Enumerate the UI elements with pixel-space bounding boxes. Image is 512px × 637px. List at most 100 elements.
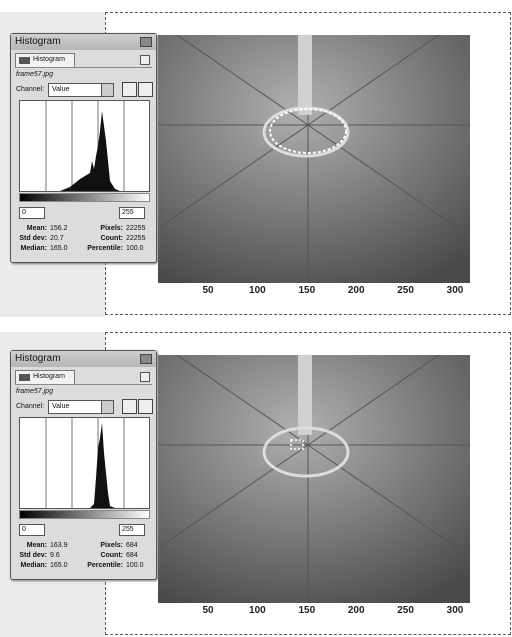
channel-select[interactable]: Value: [48, 83, 114, 97]
channel-value: Value: [52, 403, 70, 410]
stat-label: Median:: [20, 245, 47, 252]
panel: 50 100 150 200 250 300 Histogram Histogram frame…: [0, 12, 512, 317]
dialog-title: Histogram: [15, 353, 61, 364]
probe: [298, 355, 312, 435]
stat-value: 22255: [126, 225, 146, 232]
dropdown-arrow: [101, 401, 113, 413]
photo-bg: [158, 35, 470, 283]
stat-label: Mean:: [26, 542, 47, 549]
stat: Median: 165.0: [19, 562, 81, 569]
menu-button[interactable]: [140, 372, 150, 382]
histogram-box: [19, 417, 150, 509]
tab-row: Histogram: [15, 370, 152, 385]
stat-value: 684: [126, 552, 138, 559]
stat-value: 22255: [126, 235, 146, 242]
log-button[interactable]: [138, 82, 153, 97]
stat-value: 100.0: [126, 245, 144, 252]
radial-line: [307, 35, 440, 126]
panel: 50 100 150 200 250 300 Histogram Histogram frame…: [0, 332, 512, 637]
stat: Mean: 156.2: [19, 225, 81, 232]
stat-label: Count:: [100, 552, 123, 559]
image-name: frame57.jpg: [16, 71, 53, 78]
menu-button[interactable]: [140, 55, 150, 65]
radial-line: [176, 355, 309, 446]
photo: [158, 355, 470, 603]
linear-button[interactable]: [122, 82, 137, 97]
selection: [290, 439, 304, 450]
range-high[interactable]: 255: [119, 207, 145, 219]
stat: Count: 22255: [85, 235, 147, 242]
radial-line: [307, 444, 470, 557]
probe: [298, 35, 312, 115]
radial-line: [158, 124, 309, 229]
stat-value: 20.7: [50, 235, 64, 242]
dialog-title: Histogram: [15, 36, 61, 47]
stat: Std dev: 9.6: [19, 552, 81, 559]
channel-label: Channel:: [16, 86, 45, 93]
histogram-box: [19, 100, 150, 192]
radial-line: [307, 355, 440, 446]
stat-label: Median:: [20, 562, 47, 569]
stat: Pixels: 684: [85, 542, 147, 549]
ring: [262, 426, 350, 478]
stat-label: Count:: [100, 235, 123, 242]
axis-tick-label: 100: [249, 285, 266, 296]
range-high-value: 255: [122, 209, 134, 216]
stat-value: 165.0: [50, 245, 68, 252]
range-low[interactable]: 0: [19, 524, 45, 536]
stat: Std dev: 20.7: [19, 235, 81, 242]
channel-value: Value: [52, 86, 70, 93]
title-bar: Histogram: [11, 34, 156, 50]
stat: Median: 165.0: [19, 245, 81, 252]
tab-icon: [19, 374, 30, 381]
linear-button[interactable]: [122, 399, 137, 414]
histogram-shape: [20, 423, 115, 508]
close-button[interactable]: [140, 354, 152, 364]
photo: [158, 35, 470, 283]
range-low-value: 0: [22, 526, 26, 533]
radial-line: [158, 444, 309, 549]
stat-label: Std dev:: [19, 235, 47, 242]
range-high-value: 255: [122, 526, 134, 533]
range-high[interactable]: 255: [119, 524, 145, 536]
channel-select[interactable]: Value: [48, 400, 114, 414]
stat: Pixels: 22255: [85, 225, 147, 232]
histogram-plot: [20, 418, 125, 508]
tab-icon: [19, 57, 30, 64]
tab-row: Histogram: [15, 53, 152, 68]
axis-tick-label: 150: [298, 605, 316, 616]
stat-label: Std dev:: [19, 552, 47, 559]
dropdown-arrow: [101, 84, 113, 96]
close-button[interactable]: [140, 37, 152, 47]
ring: [262, 106, 350, 158]
axis-tick-label: 50: [202, 605, 214, 616]
stat: Percentile: 100.0: [85, 245, 147, 252]
axis-tick-label: 100: [249, 605, 266, 616]
axis-tick-label: 150: [298, 285, 316, 296]
tab[interactable]: Histogram: [15, 53, 75, 67]
photo-bg: [158, 355, 470, 603]
stat-value: 9.6: [50, 552, 60, 559]
log-button[interactable]: [138, 399, 153, 414]
axis-tick-label: 250: [397, 605, 414, 616]
tab-label: Histogram: [33, 373, 65, 380]
stat-value: 100.0: [126, 562, 144, 569]
selection: [269, 108, 347, 154]
axis-tick-label: 200: [347, 605, 365, 616]
axis-tick-label: 300: [446, 285, 464, 296]
axis-tick-label: 200: [347, 285, 365, 296]
stat-label: Percentile:: [87, 245, 123, 252]
stat-label: Mean:: [26, 225, 47, 232]
stat-value: 163.9: [50, 542, 68, 549]
histogram-shape: [20, 111, 120, 191]
tab[interactable]: Histogram: [15, 370, 75, 384]
axis-tick-label: 250: [397, 285, 414, 296]
channel-label: Channel:: [16, 403, 45, 410]
histogram-dialog: Histogram Histogram frame57.jpg Channel: Val…: [10, 33, 157, 263]
stat-label: Pixels:: [100, 225, 123, 232]
radial-line: [307, 124, 470, 237]
histogram-dialog: Histogram Histogram frame57.jpg Channel: Val…: [10, 350, 157, 580]
stat: Count: 684: [85, 552, 147, 559]
range-low[interactable]: 0: [19, 207, 45, 219]
